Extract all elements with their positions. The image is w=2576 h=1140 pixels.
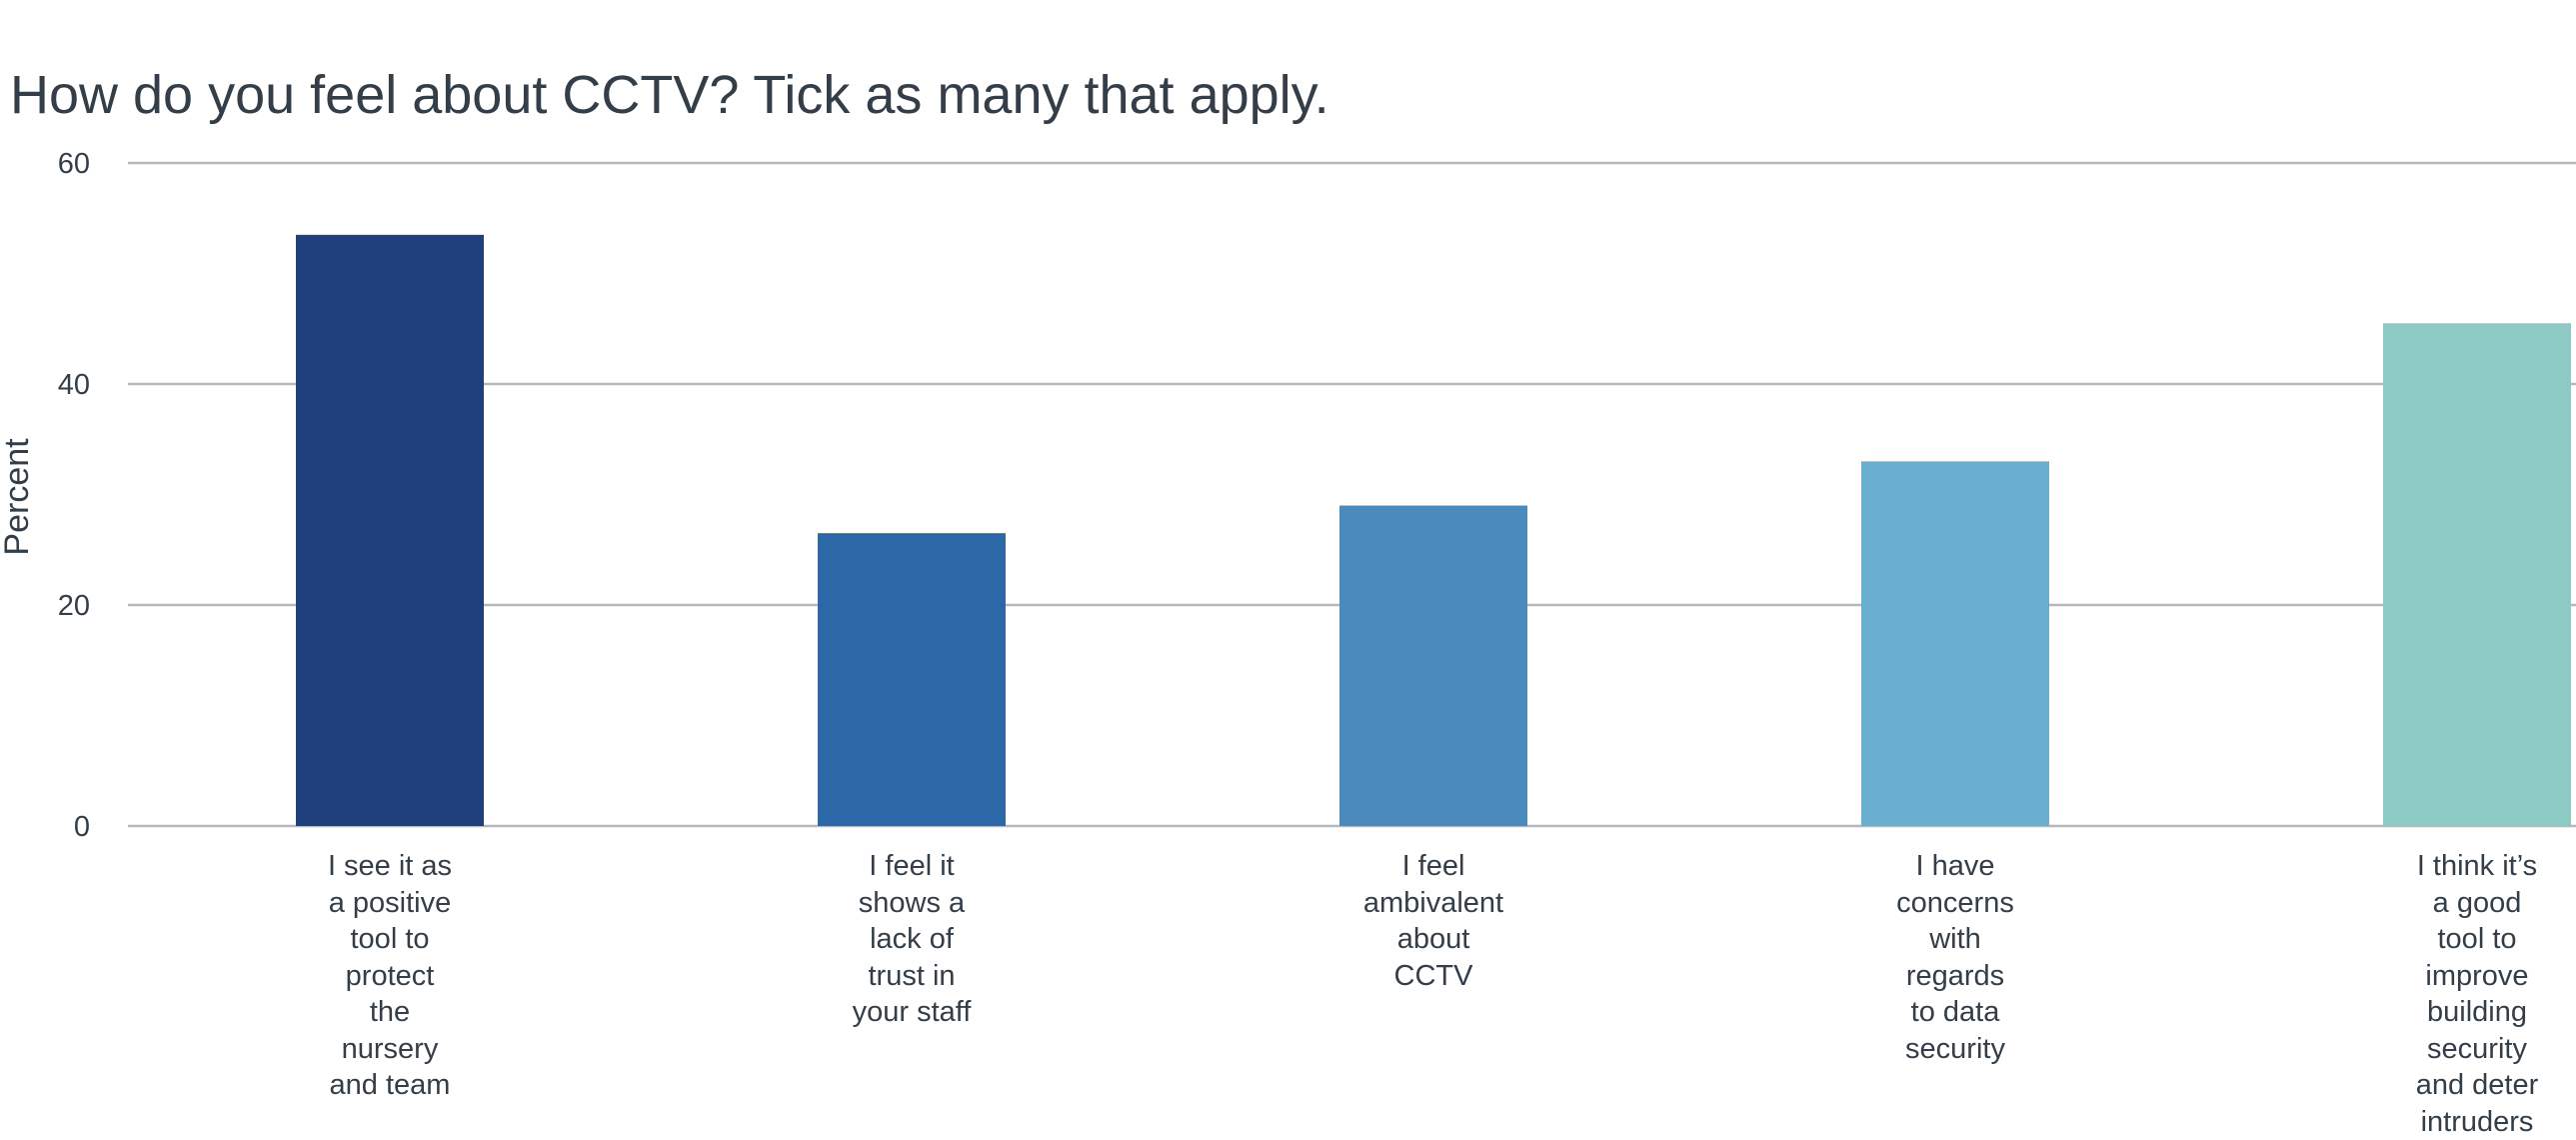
y-axis-ticks: 0 20 40 60 [58,148,90,843]
chart-title: How do you feel about CCTV? Tick as many… [10,65,1329,125]
x-category-label: I think it’s a good tool to improve buil… [2415,850,2539,1138]
x-category-label: I feel it shows a lack of trust in your … [852,850,972,1028]
bar [296,234,484,826]
y-tick-label: 40 [58,369,90,401]
bar [1339,505,1527,826]
y-axis-title: Percent [0,438,36,556]
bar [2383,323,2571,826]
bar [818,533,1006,826]
x-category-label: I have concerns with regards to data sec… [1896,850,2014,1065]
x-category-label: I feel ambivalent about CCTV [1362,850,1504,992]
bar [1861,461,2049,826]
bars [296,234,2571,826]
y-tick-label: 0 [74,811,90,843]
x-category-label: I see it as a positive tool to protect t… [327,850,453,1101]
y-tick-label: 60 [58,148,90,180]
y-tick-label: 20 [58,590,90,622]
